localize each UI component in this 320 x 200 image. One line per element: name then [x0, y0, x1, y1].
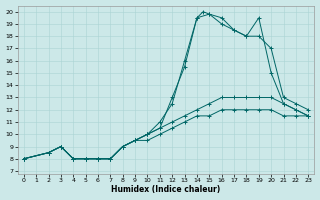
X-axis label: Humidex (Indice chaleur): Humidex (Indice chaleur)	[111, 185, 221, 194]
